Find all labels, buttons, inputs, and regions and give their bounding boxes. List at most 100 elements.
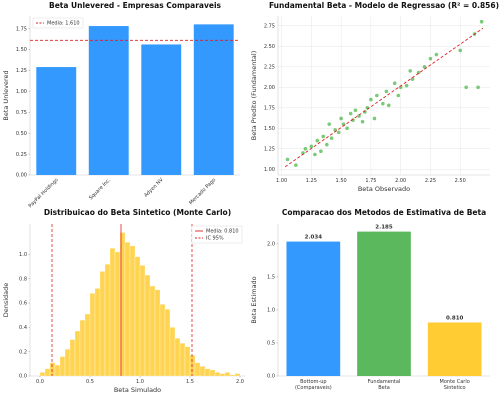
y-tick-label: 0.75 xyxy=(16,110,27,116)
legend-label: Media: 0.810 xyxy=(206,229,239,235)
value-label: 2.034 xyxy=(305,235,323,241)
x-tick-label: Fundamental Beta xyxy=(368,379,401,391)
bar xyxy=(88,26,129,176)
scatter-point xyxy=(285,157,290,162)
histogram-bar xyxy=(64,349,71,377)
scatter-point xyxy=(381,101,385,106)
histogram-bar xyxy=(94,288,101,377)
histogram-bar xyxy=(149,285,156,377)
x-tick-label: 1.50 xyxy=(336,178,347,184)
scatter-point xyxy=(476,85,480,90)
scatter-point xyxy=(303,146,308,151)
x-axis-label: Beta Simulado xyxy=(114,386,161,394)
y-tick-label: 2.50 xyxy=(264,44,275,50)
legend-box xyxy=(32,17,84,29)
scatter-point xyxy=(327,122,332,126)
bar xyxy=(141,44,182,175)
histogram-bar xyxy=(74,330,81,377)
scatter-point xyxy=(353,108,358,113)
legend-label: IC 95% xyxy=(206,236,224,242)
y-tick-label: 1.50 xyxy=(16,47,27,53)
x-tick-label: 2.0 xyxy=(236,379,244,385)
scatter-point xyxy=(372,116,377,121)
bar xyxy=(357,231,411,376)
histogram-bar xyxy=(79,319,86,377)
scatter-point xyxy=(386,103,391,108)
x-tick-label: 1.25 xyxy=(306,178,317,184)
x-tick-label: 1.0 xyxy=(136,379,144,385)
scatter-point xyxy=(434,52,439,57)
scatter-point xyxy=(325,142,329,147)
y-tick-label: 0.8 xyxy=(19,276,27,282)
x-tick-label: Adyen NV xyxy=(143,177,165,199)
histogram-bar xyxy=(69,339,76,377)
y-tick-label: 0.00 xyxy=(16,173,27,179)
y-tick-label: 2.75 xyxy=(264,24,275,30)
scatter-point xyxy=(404,83,409,88)
histogram-bar xyxy=(49,362,56,377)
x-tick-label: 1.5 xyxy=(186,379,194,385)
histogram-bar xyxy=(179,343,186,377)
histogram-bar xyxy=(199,366,206,377)
x-tick-label: 1.75 xyxy=(365,178,376,184)
legend-box xyxy=(191,225,243,244)
scatter-point xyxy=(329,136,334,140)
x-tick-label: 1.00 xyxy=(276,178,287,184)
scatter-point xyxy=(464,85,468,90)
x-tick-label: Mercado Pago xyxy=(188,177,217,206)
y-axis-label: Densidade xyxy=(2,283,10,318)
y-tick-label: 2.00 xyxy=(264,85,275,91)
histogram-bar xyxy=(139,265,146,377)
chart-title: Distribuicao do Beta Sintetico (Monte Ca… xyxy=(44,208,231,217)
histogram-bar xyxy=(194,362,201,377)
bar xyxy=(36,67,77,175)
scatter-point xyxy=(313,152,317,157)
histogram-bar xyxy=(104,263,111,377)
y-tick-label: 1.50 xyxy=(264,126,275,132)
scatter-point xyxy=(392,81,397,86)
bar xyxy=(427,322,482,376)
y-tick-label: 0.0 xyxy=(267,374,275,380)
histogram-bar xyxy=(234,373,241,377)
histogram-bar xyxy=(129,245,136,377)
chart-title: Fundamental Beta - Modelo de Regressao (… xyxy=(269,1,499,10)
chart-title: Beta Unlevered - Empresas Comparaveis xyxy=(49,1,222,10)
scatter-point xyxy=(375,93,379,98)
x-tick-label: 2.00 xyxy=(395,178,406,184)
histogram-bar xyxy=(229,374,236,377)
y-axis-label: Beta Unlevered xyxy=(2,70,10,120)
histogram-bar xyxy=(109,248,116,377)
x-tick-label: PayPal Holdings xyxy=(28,177,60,209)
scatter-point xyxy=(408,69,413,73)
scatter-point xyxy=(339,116,343,121)
histogram-bar xyxy=(89,293,96,377)
scatter-point xyxy=(422,65,427,69)
histogram-bar xyxy=(84,313,91,377)
histogram-bar xyxy=(174,338,181,377)
y-tick-label: 0.25 xyxy=(16,152,27,158)
histogram-bar xyxy=(224,372,231,377)
histogram-bar xyxy=(134,256,141,377)
histogram-bar xyxy=(219,373,226,377)
y-axis-label: Beta Predito (Fundamental) xyxy=(250,51,258,141)
y-tick-label: 1.5 xyxy=(267,275,275,281)
y-tick-label: 0.6 xyxy=(19,301,27,307)
y-tick-label: 1.75 xyxy=(16,26,27,32)
y-tick-label: 1.00 xyxy=(16,89,27,95)
scatter-point xyxy=(336,130,341,135)
scatter-point xyxy=(345,126,349,131)
y-tick-label: 0.4 xyxy=(19,325,27,331)
y-tick-label: 2.25 xyxy=(264,65,275,71)
chart-title: Comparacao dos Metodos de Estimativa de … xyxy=(282,208,486,217)
y-tick-label: 1.25 xyxy=(16,68,27,74)
y-tick-label: 0.2 xyxy=(19,349,27,355)
histogram-bar xyxy=(54,364,61,377)
scatter-point xyxy=(360,119,365,124)
scatter-point xyxy=(479,19,484,24)
scatter-point xyxy=(348,111,353,116)
histogram-bar xyxy=(114,251,121,377)
y-tick-label: 1.25 xyxy=(264,146,275,152)
x-tick-label: 2.50 xyxy=(455,178,466,184)
histogram-bar xyxy=(159,304,166,377)
